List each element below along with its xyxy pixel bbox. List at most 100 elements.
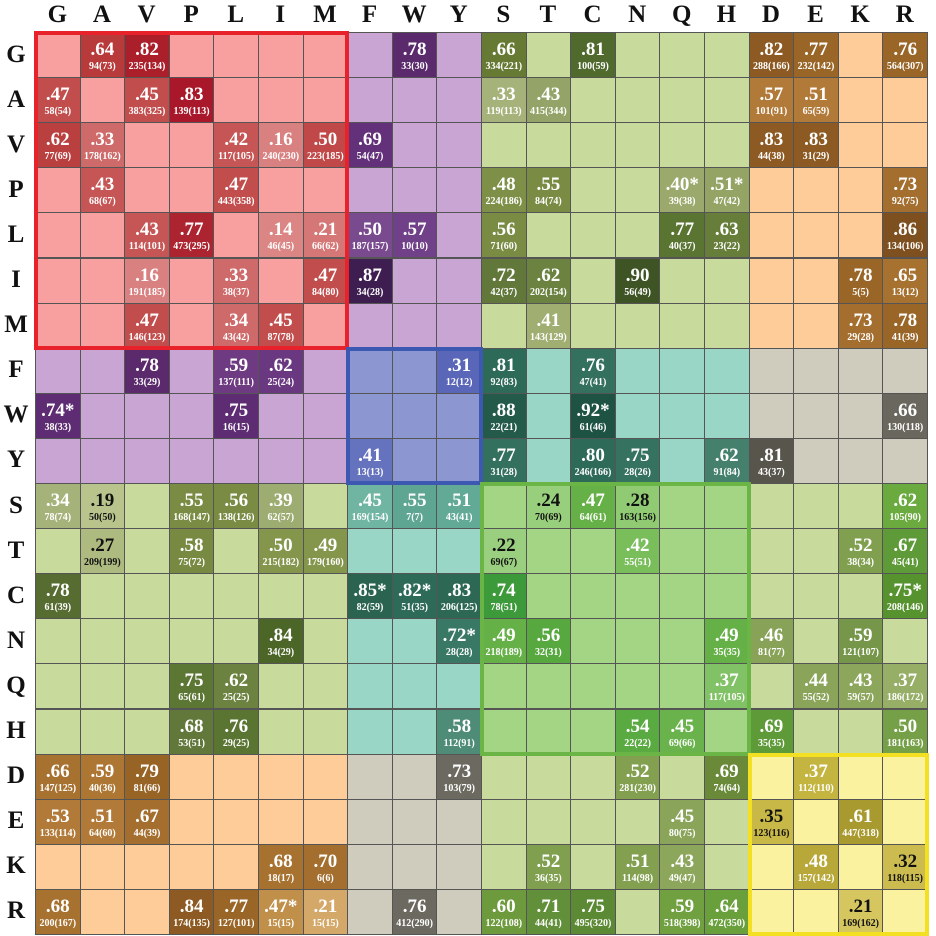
- cell-score: .62: [893, 490, 918, 511]
- matrix-cell: .59 518(398): [659, 888, 705, 935]
- cell-score: .84: [179, 895, 204, 917]
- matrix-cell: [882, 753, 928, 800]
- matrix-cell: [302, 573, 349, 620]
- matrix-cell: [614, 573, 661, 620]
- cell-score: .21: [313, 219, 338, 241]
- matrix-cell: [570, 257, 616, 304]
- cell-count: 101(91): [755, 106, 788, 118]
- cell-count: 178(162): [84, 151, 121, 163]
- cell-count: 70(69): [535, 512, 562, 523]
- matrix-cell: [882, 888, 928, 935]
- row-header-p: P: [8, 175, 24, 203]
- cell-count: 58(54): [44, 106, 72, 118]
- matrix-cell: [837, 708, 884, 755]
- matrix-cell: [793, 347, 839, 394]
- cell-score: .64: [714, 895, 739, 917]
- matrix-cell: [391, 167, 438, 214]
- matrix-cell: .75* 208(146): [882, 573, 928, 620]
- matrix-cell: .39 62(57): [258, 483, 304, 530]
- matrix-cell: [614, 888, 661, 935]
- matrix-cell: .92* 61(46): [570, 392, 616, 439]
- cell-score: .69: [714, 760, 739, 782]
- cell-count: 33(29): [133, 376, 161, 388]
- matrix-cell: [391, 122, 438, 169]
- cell-count: 41(39): [891, 331, 919, 343]
- matrix-cell: .45 69(66): [659, 708, 705, 755]
- matrix-cell: [436, 663, 482, 710]
- matrix-cell: [570, 753, 616, 800]
- cell-score: .33: [224, 264, 249, 286]
- matrix-cell: [79, 347, 126, 394]
- cell-score: .62: [714, 444, 739, 466]
- matrix-cell: [659, 437, 705, 484]
- column-header-w: W: [401, 1, 427, 28]
- cell-count: 69(67): [490, 557, 518, 569]
- matrix-cell: [35, 618, 81, 665]
- cell-score: .42: [625, 535, 650, 557]
- matrix-cell: [213, 798, 259, 845]
- matrix-cell: .43 49(47): [659, 843, 705, 890]
- cell-count: 47(41): [579, 376, 607, 388]
- cell-count: 34(28): [356, 286, 384, 298]
- row-header-n: N: [6, 626, 26, 654]
- cell-count: 112(110): [798, 782, 834, 794]
- cell-score: .50: [268, 535, 293, 557]
- cell-score: .76: [224, 715, 249, 737]
- cell-score: .83: [179, 84, 204, 106]
- cell-count: 13(13): [356, 466, 384, 478]
- matrix-cell: [525, 392, 572, 439]
- cell-score: .49: [714, 625, 739, 647]
- matrix-cell: [213, 437, 259, 484]
- matrix-cell: [570, 573, 616, 620]
- matrix-cell: .78 33(29): [124, 347, 170, 394]
- cell-count: 114(101): [128, 241, 166, 253]
- cell-count: 181(163): [886, 737, 924, 749]
- matrix-cell: .65 13(12): [882, 257, 928, 304]
- row-header-m: M: [4, 311, 28, 339]
- matrix-cell: .75 28(26): [614, 437, 661, 484]
- matrix-cell: .14 46(45): [258, 212, 304, 259]
- matrix-cell: [793, 483, 839, 530]
- matrix-cell: [35, 212, 81, 259]
- matrix-cell: [302, 302, 349, 349]
- cell-count: 187(157): [351, 241, 389, 253]
- cell-count: 35(35): [758, 737, 785, 749]
- matrix-cell: .62 77(69): [35, 122, 81, 169]
- matrix-cell: [525, 573, 572, 620]
- matrix-cell: .45 80(75): [659, 798, 705, 845]
- matrix-cell: [347, 798, 393, 845]
- cell-score: .81: [581, 39, 605, 60]
- cell-score: .16: [268, 129, 293, 151]
- matrix-cell: [124, 483, 170, 530]
- cell-count: 28(26): [624, 466, 651, 478]
- cell-count: 44(38): [758, 151, 785, 163]
- cell-score: .81: [491, 354, 516, 376]
- cell-score: .83: [759, 129, 784, 151]
- matrix-cell: .73 29(28): [837, 302, 884, 349]
- matrix-cell: [614, 392, 661, 439]
- matrix-cell: [124, 843, 170, 890]
- cell-count: 215(182): [262, 557, 300, 569]
- matrix-cell: [436, 77, 482, 124]
- matrix-cell: [258, 708, 304, 755]
- matrix-cell: [436, 437, 482, 484]
- cell-score: .49: [313, 535, 338, 557]
- matrix-cell: [258, 753, 304, 800]
- matrix-cell: [347, 843, 393, 890]
- matrix-cell: .84 34(29): [258, 618, 304, 665]
- cell-count: 40(37): [668, 241, 696, 253]
- matrix-cell: .43 68(67): [79, 167, 126, 214]
- matrix-cell: .51 114(98): [614, 843, 661, 890]
- matrix-cell: [793, 618, 839, 665]
- matrix-cell: .40* 39(38): [659, 167, 705, 214]
- cell-count: 114(98): [622, 872, 654, 884]
- matrix-cell: .77 127(101): [213, 888, 259, 935]
- cell-score: .43: [848, 670, 873, 692]
- cell-count: 55(52): [802, 692, 830, 704]
- cell-score: .73: [848, 309, 873, 331]
- matrix-cell: [525, 32, 572, 79]
- matrix-cell: .43 114(101): [124, 212, 170, 259]
- matrix-cell: .66 334(221): [481, 32, 527, 79]
- matrix-cell: .78 41(39): [882, 302, 928, 349]
- cell-score: .59: [224, 354, 249, 376]
